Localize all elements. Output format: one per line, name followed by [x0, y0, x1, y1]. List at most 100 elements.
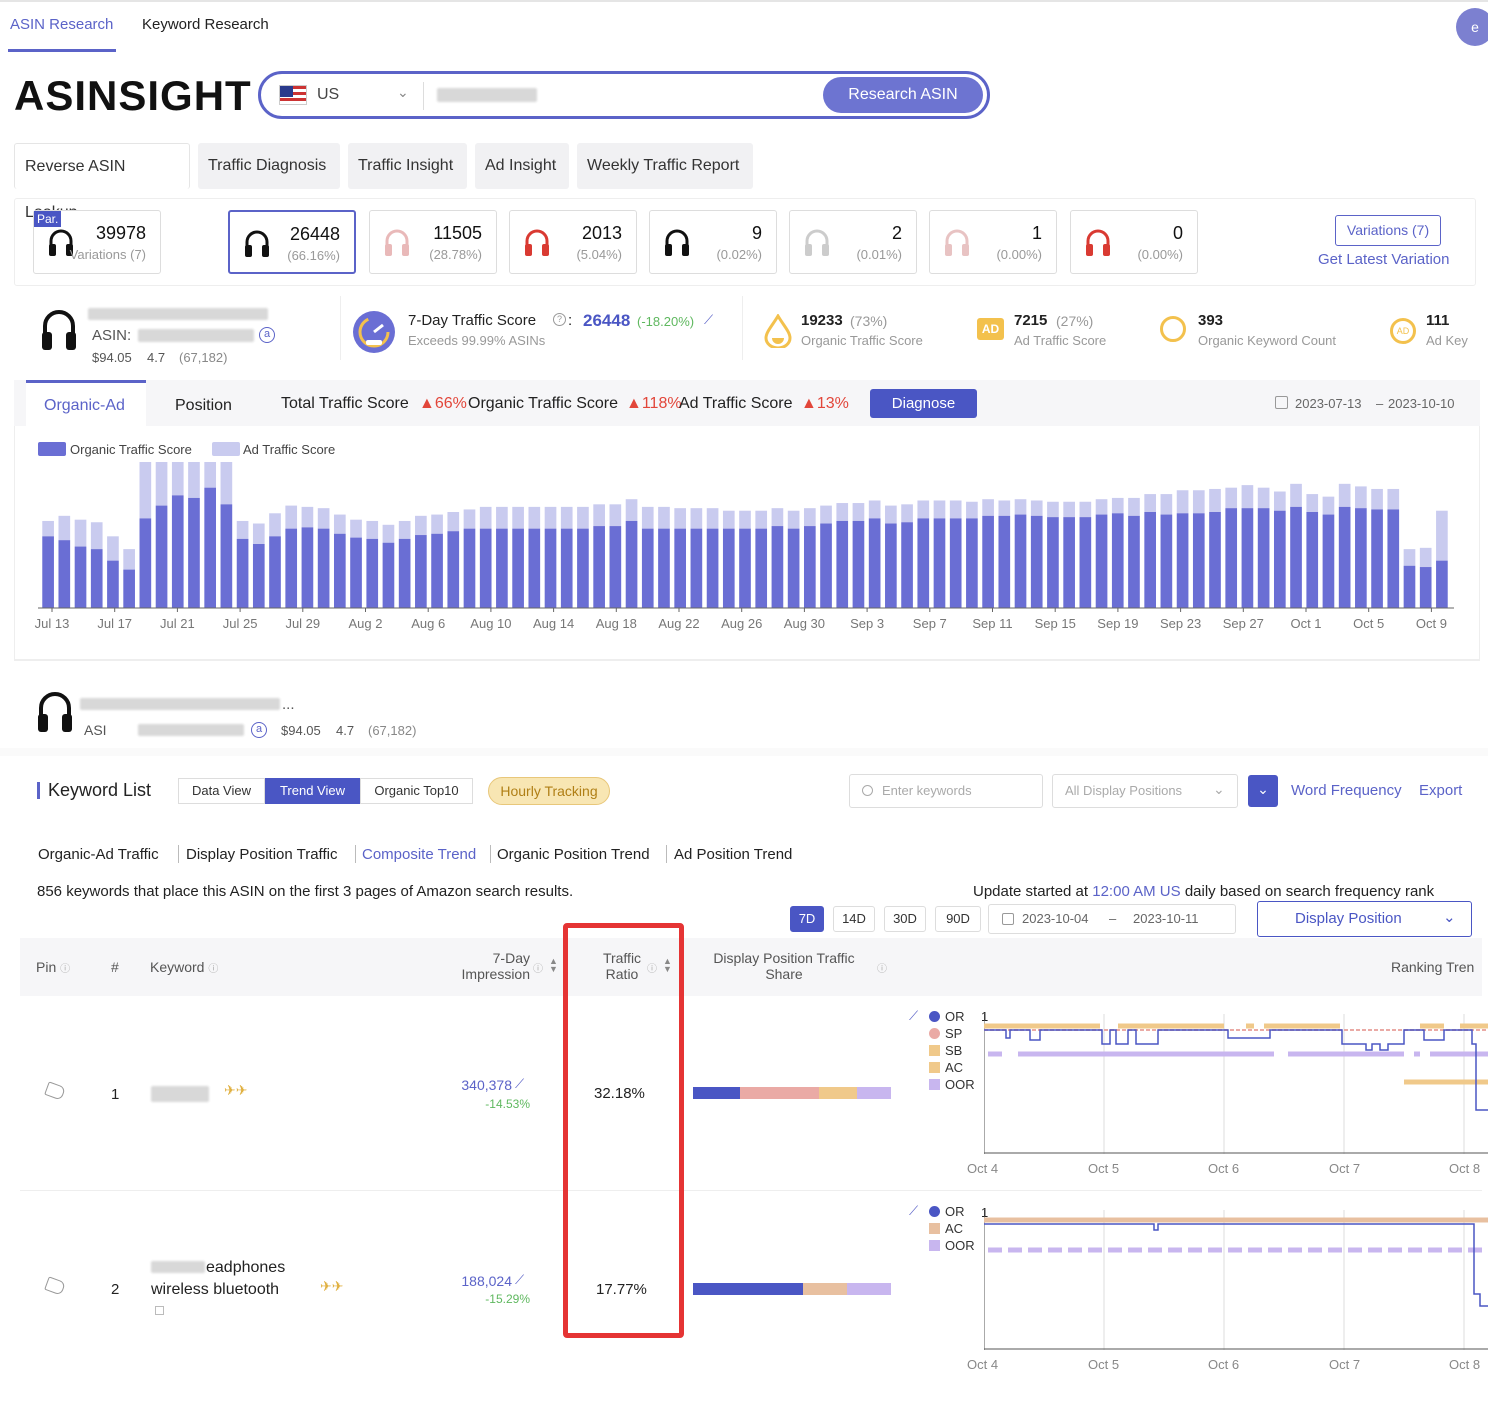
help-icon[interactable]: ⓘ: [647, 964, 657, 975]
research-asin-button[interactable]: Research ASIN: [823, 77, 983, 113]
organic-bar[interactable]: [90, 549, 103, 608]
organic-bar[interactable]: [933, 518, 946, 608]
organic-bar[interactable]: [1322, 514, 1335, 608]
organic-bar[interactable]: [1047, 517, 1059, 608]
keyword-search-input[interactable]: Enter keywords: [849, 774, 1043, 808]
ad-bar[interactable]: [739, 510, 751, 529]
organic-bar[interactable]: [463, 528, 476, 608]
organic-bar[interactable]: [382, 542, 395, 608]
ad-bar[interactable]: [1030, 500, 1043, 516]
organic-bar[interactable]: [658, 528, 670, 608]
organic-bar[interactable]: [107, 560, 119, 608]
diagnose-button[interactable]: Diagnose: [870, 389, 977, 418]
ad-bar[interactable]: [512, 506, 524, 529]
ad-bar[interactable]: [1063, 501, 1075, 518]
subview-organic-position-trend[interactable]: Organic Position Trend: [497, 846, 650, 863]
subtab-traffic-insight[interactable]: Traffic Insight: [348, 143, 467, 189]
organic-bar[interactable]: [722, 528, 735, 608]
organic-bar[interactable]: [787, 528, 800, 608]
organic-bar[interactable]: [123, 569, 135, 608]
ad-bar[interactable]: [1355, 486, 1367, 509]
ad-bar[interactable]: [1192, 490, 1205, 514]
ad-bar[interactable]: [58, 515, 71, 541]
organic-bar[interactable]: [1030, 515, 1043, 608]
organic-bar[interactable]: [560, 528, 573, 608]
ad-bar[interactable]: [998, 500, 1011, 516]
trend-chart-icon[interactable]: ⟋: [515, 1076, 525, 1091]
organic-bar[interactable]: [366, 538, 379, 608]
organic-bar[interactable]: [1144, 512, 1157, 608]
tab-asin-research[interactable]: ASIN Research: [10, 16, 114, 33]
display-positions-select[interactable]: All Display Positions: [1052, 774, 1238, 808]
organic-bar[interactable]: [301, 527, 314, 608]
legend-ad-label[interactable]: Ad Traffic Score: [243, 442, 336, 457]
ad-bar[interactable]: [1419, 547, 1432, 568]
data-view-button[interactable]: Data View: [178, 778, 265, 804]
organic-bar[interactable]: [1176, 513, 1189, 608]
organic-bar[interactable]: [1209, 512, 1221, 608]
organic-bar[interactable]: [1436, 560, 1448, 608]
ad-bar[interactable]: [415, 515, 427, 536]
ad-bar[interactable]: [625, 499, 638, 521]
organic-bar[interactable]: [269, 536, 281, 608]
ad-bar[interactable]: [1014, 499, 1027, 515]
organic-bar[interactable]: [42, 536, 54, 608]
keyword-text-line1[interactable]: eadphones: [206, 1259, 286, 1276]
organic-bar[interactable]: [285, 528, 298, 608]
keyword-date-range[interactable]: 2023-10-04 – 2023-10-11: [988, 904, 1236, 934]
organic-bar[interactable]: [496, 528, 508, 608]
ad-bar[interactable]: [609, 504, 622, 527]
ad-bar[interactable]: [674, 508, 687, 529]
ad-bar[interactable]: [74, 519, 87, 547]
variation-card[interactable]: 9 (0.02%): [649, 210, 777, 274]
ad-bar[interactable]: [933, 500, 946, 519]
organic-bar[interactable]: [982, 515, 994, 608]
ad-bar[interactable]: [1047, 501, 1059, 518]
organic-bar[interactable]: [1371, 509, 1383, 608]
organic-bar[interactable]: [885, 523, 897, 608]
ad-bar[interactable]: [820, 505, 832, 524]
organic-bar[interactable]: [852, 520, 865, 608]
ad-bar[interactable]: [771, 508, 784, 527]
trend-chart-icon[interactable]: ⟋: [909, 1008, 919, 1023]
variation-card[interactable]: 2 (0.01%): [789, 210, 917, 274]
ad-bar[interactable]: [1436, 510, 1448, 561]
legend-organic-swatch[interactable]: [38, 442, 66, 456]
ad-bar[interactable]: [868, 500, 881, 519]
ad-bar[interactable]: [171, 462, 184, 496]
organic-bar[interactable]: [1160, 514, 1173, 608]
variation-card[interactable]: 11505 (28.78%): [369, 210, 497, 274]
organic-bar[interactable]: [204, 487, 217, 608]
organic-bar[interactable]: [1403, 565, 1416, 608]
ad-bar[interactable]: [1225, 487, 1238, 509]
ad-bar[interactable]: [220, 462, 233, 505]
organic-bar[interactable]: [1419, 567, 1432, 608]
col-impression[interactable]: 7-Day Impression: [461, 950, 530, 982]
ad-bar[interactable]: [966, 501, 978, 519]
help-icon[interactable]: ⓘ: [877, 964, 887, 975]
subtab-reverse-asin-lookup[interactable]: Reverse ASIN Lookup: [14, 143, 190, 221]
period-7d[interactable]: 7D: [790, 906, 824, 932]
ad-bar[interactable]: [236, 520, 249, 539]
legend-organic-label[interactable]: Organic Traffic Score: [70, 442, 192, 457]
period-30d[interactable]: 30D: [884, 906, 926, 932]
ad-bar[interactable]: [803, 508, 816, 527]
organic-bar[interactable]: [641, 528, 654, 608]
chevron-down-icon[interactable]: ⌄: [397, 84, 409, 100]
variations-button[interactable]: Variations (7): [1335, 215, 1441, 246]
help-icon[interactable]: ⓘ: [533, 964, 543, 975]
legend-ad-swatch[interactable]: [212, 442, 240, 456]
trend-view-button[interactable]: Trend View: [265, 778, 360, 804]
ad-bar[interactable]: [1306, 494, 1319, 512]
organic-bar[interactable]: [593, 526, 605, 608]
ad-bar[interactable]: [1273, 491, 1286, 511]
trend-chart-icon[interactable]: ⟋: [515, 1272, 525, 1287]
ad-bar[interactable]: [658, 506, 670, 529]
ad-bar[interactable]: [42, 520, 54, 537]
subtab-ad-insight[interactable]: Ad Insight: [475, 143, 569, 189]
ad-bar[interactable]: [252, 523, 265, 544]
ad-bar[interactable]: [836, 503, 849, 521]
organic-bar[interactable]: [544, 528, 557, 608]
organic-bar[interactable]: [706, 528, 719, 608]
organic-bar[interactable]: [949, 518, 962, 608]
